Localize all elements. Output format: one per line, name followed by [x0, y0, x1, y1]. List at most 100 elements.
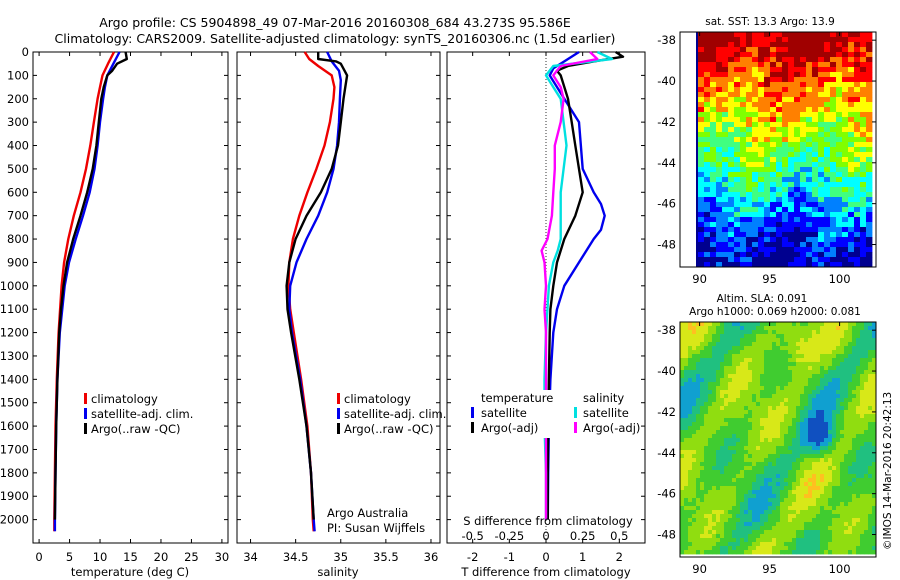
map-cell [720, 378, 725, 383]
map-cell [692, 506, 697, 511]
map-cell [792, 354, 797, 359]
map-cell [744, 438, 749, 443]
map-cell [746, 237, 753, 243]
map-cell [860, 137, 867, 143]
map-cell [836, 232, 843, 238]
map-cell [780, 446, 785, 451]
map-cell [740, 338, 745, 343]
map-cell [808, 510, 813, 515]
map-cell [830, 147, 837, 153]
map-cell [828, 418, 833, 423]
map-cell [722, 202, 729, 208]
map-cell [828, 502, 833, 507]
map-cell [852, 386, 857, 391]
map-cell [744, 382, 749, 387]
map-cell [780, 498, 785, 503]
map-cell [808, 322, 813, 327]
map-cell [820, 514, 825, 519]
map-cell [740, 382, 745, 387]
map-cell [800, 262, 807, 268]
map-cell [748, 446, 753, 451]
map-cell [794, 182, 801, 188]
map-cell [776, 374, 781, 379]
map-cell [840, 498, 845, 503]
map-cell [760, 442, 765, 447]
map-cell [868, 394, 873, 399]
map-cell [794, 107, 801, 113]
map-cell [800, 152, 807, 158]
map-cell [732, 438, 737, 443]
map-cell [844, 486, 849, 491]
map-cell [818, 32, 825, 38]
map-cell [782, 227, 789, 233]
map-cell [832, 370, 837, 375]
map-cell [736, 490, 741, 495]
map-cell [764, 358, 769, 363]
map-cell [868, 450, 873, 455]
map-cell [794, 252, 801, 258]
map-cell [752, 538, 757, 543]
map-cell [692, 370, 697, 375]
map-cell [684, 386, 689, 391]
map-cell [740, 227, 747, 233]
map-cell [728, 112, 735, 118]
map-cell [732, 514, 737, 519]
map-cell [864, 390, 869, 395]
map-cell [768, 422, 773, 427]
map-cell [820, 350, 825, 355]
map-cell [696, 538, 701, 543]
map-cell [842, 82, 849, 88]
map-cell [816, 442, 821, 447]
map-cell [840, 506, 845, 511]
map-cell [696, 326, 701, 331]
x-tick-label: 30 [215, 550, 230, 564]
map-cell [688, 454, 693, 459]
map-cell [818, 47, 825, 53]
map-cell [856, 486, 861, 491]
map-cell [854, 242, 861, 248]
map-cell [752, 102, 759, 108]
map-cell [852, 442, 857, 447]
map-cell [764, 494, 769, 499]
map-cell [812, 67, 819, 73]
map-cell [824, 237, 831, 243]
map-cell [824, 426, 829, 431]
map-cell [836, 330, 841, 335]
map-cell [698, 142, 705, 148]
map-cell [680, 450, 685, 455]
map-cell [866, 112, 873, 118]
map-cell [700, 382, 705, 387]
map-cell [788, 414, 793, 419]
map-cell [836, 177, 843, 183]
map-cell [848, 172, 855, 178]
map-cell [780, 530, 785, 535]
map-cell [854, 192, 861, 198]
map-cell [680, 366, 685, 371]
map-cell [794, 132, 801, 138]
map-cell [794, 237, 801, 243]
map-cell [704, 162, 711, 168]
map-cell [854, 47, 861, 53]
x-tick-label: -2 [467, 550, 478, 564]
map-cell [720, 342, 725, 347]
map-cell [816, 358, 821, 363]
map-cell [734, 107, 741, 113]
map-cell [698, 157, 705, 163]
map-cell [764, 458, 769, 463]
map-cell [716, 550, 721, 555]
map-cell [704, 490, 709, 495]
map-cell [840, 470, 845, 475]
map-cell [698, 202, 705, 208]
map-cell [804, 442, 809, 447]
map-cell [758, 157, 765, 163]
map-cell [864, 522, 869, 527]
map-cell [740, 438, 745, 443]
map-cell [856, 498, 861, 503]
map-cell [732, 538, 737, 543]
map-cell [746, 162, 753, 168]
map-cell [700, 342, 705, 347]
map-cell [720, 502, 725, 507]
map-cell [776, 147, 783, 153]
map-cell [764, 87, 771, 93]
map-cell [728, 498, 733, 503]
